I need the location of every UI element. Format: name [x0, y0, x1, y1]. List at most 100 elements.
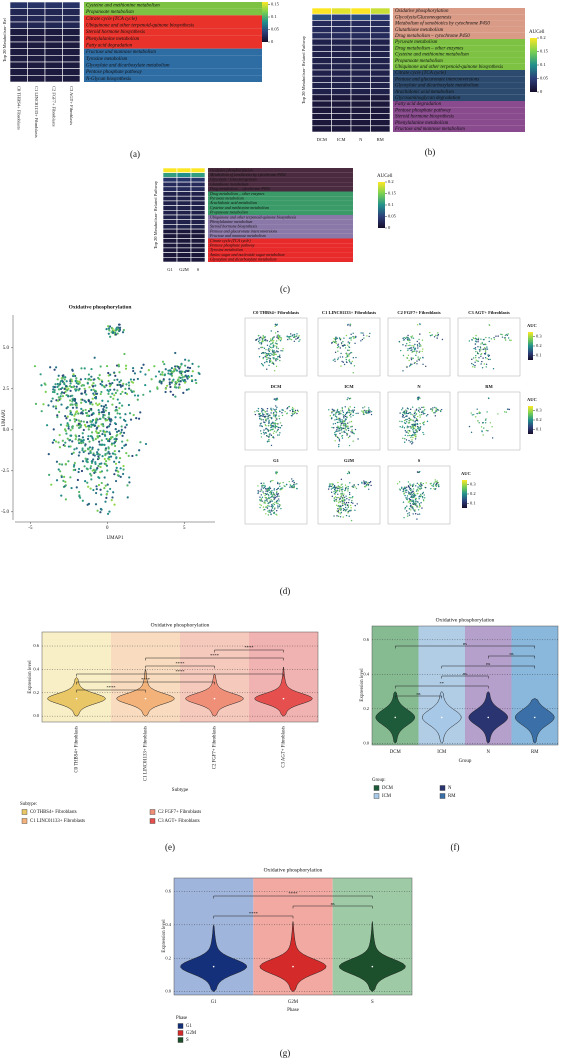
significance-bracket [76, 673, 284, 677]
cell-point [362, 411, 364, 413]
cell-point [259, 500, 261, 502]
significance-label: **** [176, 669, 186, 674]
cell-point [298, 335, 300, 337]
cell-point [43, 382, 46, 385]
cell-point [420, 413, 423, 416]
cell-point [100, 462, 103, 465]
cell-point [337, 510, 340, 512]
pathway-band [84, 22, 262, 29]
cell-point [107, 371, 110, 375]
heatmap-cell [370, 82, 391, 89]
cell-point [357, 412, 359, 414]
cell-point [115, 466, 118, 469]
cell-point [330, 485, 333, 488]
heatmap-cell [190, 238, 206, 244]
cell-point [118, 329, 121, 333]
cell-point [333, 337, 335, 340]
cell-point [504, 337, 506, 340]
cell-point [264, 432, 266, 434]
cell-point [329, 485, 331, 487]
pathway-band [208, 219, 353, 225]
heatmap-cell [311, 125, 332, 133]
cell-point [255, 338, 258, 341]
heatmap-cell [370, 51, 391, 58]
cell-point [98, 374, 101, 377]
cell-point [116, 378, 119, 381]
cell-point [90, 375, 93, 378]
cell-point [403, 441, 406, 443]
cell-point [409, 426, 411, 428]
cell-point [344, 413, 347, 416]
cell-point [342, 496, 344, 499]
cell-point [266, 493, 268, 495]
cell-point [296, 337, 299, 339]
cell-point [254, 413, 257, 416]
heatmap-cell [350, 88, 371, 96]
cell-point [419, 416, 421, 418]
cell-point [348, 355, 350, 357]
umap-panel-title: G2M [344, 458, 355, 463]
cell-point [348, 414, 351, 417]
cell-point [335, 435, 338, 437]
cell-point [259, 416, 261, 418]
cell-point [347, 506, 350, 508]
cell-point [337, 418, 339, 421]
pathway-label: Ubiquinone and other terpenoid-quinone b… [210, 214, 297, 219]
cell-point [119, 475, 122, 478]
heatmap-cell [176, 219, 192, 225]
cell-point [347, 505, 350, 507]
cell-point [275, 419, 277, 422]
cell-point [408, 512, 410, 514]
umap-panel-title: N [417, 384, 421, 389]
cell-point [268, 364, 270, 367]
cell-point [421, 492, 424, 495]
cell-point [403, 339, 405, 341]
cell-point [267, 440, 269, 442]
cell-point [272, 432, 275, 434]
cell-point [414, 509, 416, 511]
cell-point [73, 448, 76, 451]
cell-point [355, 487, 358, 490]
cell-point [262, 408, 264, 411]
cell-point [402, 437, 404, 440]
cell-point [341, 431, 343, 433]
cell-point [370, 484, 372, 487]
cell-point [79, 378, 82, 381]
heatmap-cell [162, 200, 178, 206]
cell-point [261, 500, 263, 502]
cell-point [343, 417, 345, 419]
cell-point [276, 418, 278, 420]
cell-point [71, 369, 74, 372]
heatmap-cell [9, 15, 28, 23]
cell-point [412, 436, 414, 439]
cell-point [471, 362, 473, 365]
significance-label: **** [141, 677, 151, 682]
cell-point [477, 337, 480, 340]
cell-point [100, 470, 104, 473]
cell-point [256, 410, 258, 412]
cell-point [258, 348, 260, 350]
heatmap-cell [370, 113, 391, 120]
cell-point [280, 507, 282, 510]
cell-point [275, 399, 277, 401]
heatmap-cell [162, 238, 178, 244]
cell-point [435, 334, 437, 337]
cell-point [274, 325, 276, 328]
cell-point [184, 370, 187, 374]
cell-point [54, 383, 57, 386]
cell-point [64, 384, 68, 388]
heatmap-cell [190, 219, 206, 225]
cell-point [97, 413, 101, 416]
cell-point [335, 500, 338, 502]
cell-point [408, 419, 410, 422]
cell-point [270, 407, 272, 410]
cell-point [414, 427, 416, 430]
cell-point [417, 490, 420, 492]
x-tick-label: C2 FGF7+ Fibroblasts [213, 726, 218, 769]
cell-point [270, 423, 272, 425]
cell-point [286, 336, 288, 338]
cell-point [430, 408, 432, 410]
cell-point [77, 470, 80, 474]
cell-point [88, 386, 91, 389]
cell-point [294, 483, 296, 485]
